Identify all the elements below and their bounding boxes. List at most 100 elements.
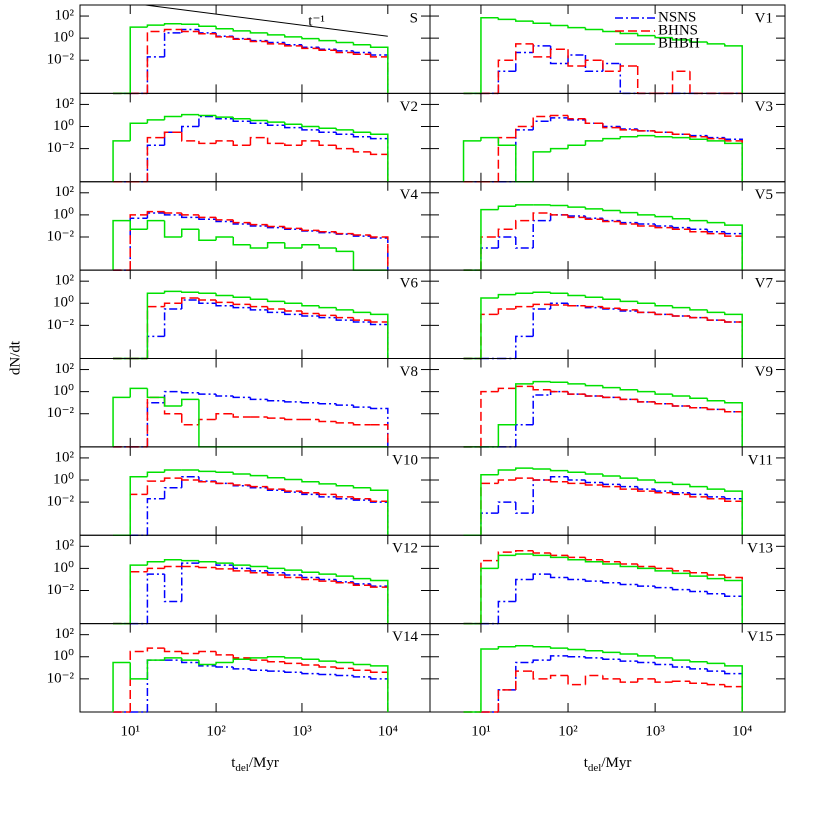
histogram-step: [369, 585, 389, 624]
y-tick-label: 10⁻²: [47, 228, 75, 244]
histogram-step: [146, 560, 165, 566]
histogram-step: [532, 380, 551, 384]
histogram-step: [636, 661, 656, 664]
histogram-step: [549, 302, 569, 310]
histogram-step: [266, 299, 285, 303]
histogram-step: [619, 582, 638, 586]
histogram-step: [318, 673, 337, 676]
histogram-step: [636, 33, 656, 37]
histogram-step: [284, 400, 302, 403]
histogram-step: [619, 652, 638, 655]
legend-label: BHBH: [658, 35, 700, 51]
panel-label: V4: [400, 187, 419, 203]
histogram-step: [284, 122, 302, 126]
histogram-step: [584, 559, 603, 563]
histogram-step: [706, 494, 725, 498]
histogram-step: [567, 214, 586, 219]
histogram-step: [497, 689, 516, 712]
histogram-step: [532, 219, 551, 249]
histogram-step: [284, 242, 302, 249]
y-tick-label: 10²: [55, 184, 75, 200]
histogram-step: [249, 304, 268, 308]
panel-label: V1: [755, 10, 773, 26]
histogram-step: [352, 576, 371, 580]
histogram-step: [549, 204, 569, 207]
histogram-step: [215, 293, 234, 297]
histogram-step: [180, 299, 199, 310]
y-tick-label: 10⁰: [53, 383, 74, 399]
histogram-step: [567, 555, 586, 559]
histogram-step: [215, 481, 234, 485]
x-axis-label-rest: /Myr: [249, 755, 279, 771]
histogram-step: [619, 63, 638, 95]
histogram-step: [335, 666, 354, 670]
histogram-step: [671, 136, 690, 139]
histogram-step: [369, 664, 389, 712]
histogram-step: [706, 486, 725, 490]
histogram-step: [335, 494, 354, 498]
histogram-step: [654, 401, 673, 405]
y-tick-label: 10⁰: [53, 118, 74, 134]
histogram-step: [335, 40, 354, 44]
histogram-step: [284, 572, 302, 576]
histogram-step: [636, 478, 656, 481]
histogram-step: [335, 421, 354, 424]
histogram-step: [549, 552, 569, 557]
histogram-step: [497, 136, 516, 182]
histogram-step: [724, 400, 743, 447]
histogram-step: [180, 657, 199, 661]
histogram-step: [198, 660, 217, 666]
histogram-step: [198, 29, 217, 34]
histogram-step: [112, 396, 131, 447]
histogram-step: [689, 316, 708, 319]
histogram-step: [567, 655, 586, 658]
histogram-step: [724, 138, 743, 182]
histogram-step: [129, 214, 148, 271]
panel-label: V5: [755, 187, 773, 203]
histogram-step: [619, 65, 638, 72]
legend-label: NSNS: [658, 9, 696, 25]
histogram-step: [318, 47, 337, 50]
histogram-step: [706, 309, 725, 314]
histogram-step: [335, 315, 354, 319]
histogram-step: [532, 43, 551, 58]
histogram-step: [335, 574, 354, 577]
histogram-step: [567, 577, 586, 581]
histogram-step: [163, 290, 182, 294]
histogram-step: [352, 675, 371, 678]
histogram-step: [602, 396, 621, 399]
histogram-step: [706, 135, 725, 139]
histogram-step: [602, 208, 621, 212]
histogram-step: [335, 248, 354, 253]
histogram-step: [671, 492, 690, 496]
histogram-step: [532, 550, 551, 554]
histogram-step: [584, 207, 603, 210]
histogram-step: [198, 476, 217, 482]
histogram-step: [497, 479, 516, 484]
histogram-step: [636, 489, 656, 492]
histogram-step: [636, 134, 656, 137]
histogram-step: [369, 151, 389, 182]
histogram-step: [146, 659, 165, 679]
histogram-step: [584, 579, 603, 582]
histogram-step: [654, 312, 673, 316]
legend-label: BHNS: [658, 22, 698, 38]
histogram-step: [163, 648, 182, 653]
panel-label: S: [410, 10, 418, 26]
histogram-step: [318, 402, 337, 405]
histogram-step: [352, 581, 371, 585]
histogram-step: [671, 314, 690, 317]
histogram-step: [567, 675, 586, 686]
histogram-step: [352, 134, 371, 138]
histogram-step: [619, 484, 638, 488]
histogram-step: [497, 689, 516, 712]
y-tick-label: 10⁻²: [47, 405, 75, 421]
panel-frame: [79, 92, 431, 183]
histogram-step: [369, 500, 389, 536]
histogram-step: [549, 655, 569, 661]
panel-frame: [79, 358, 431, 448]
histogram-step: [198, 470, 217, 473]
histogram-step: [249, 244, 268, 249]
histogram-step: [671, 305, 690, 309]
histogram-step: [266, 417, 285, 419]
